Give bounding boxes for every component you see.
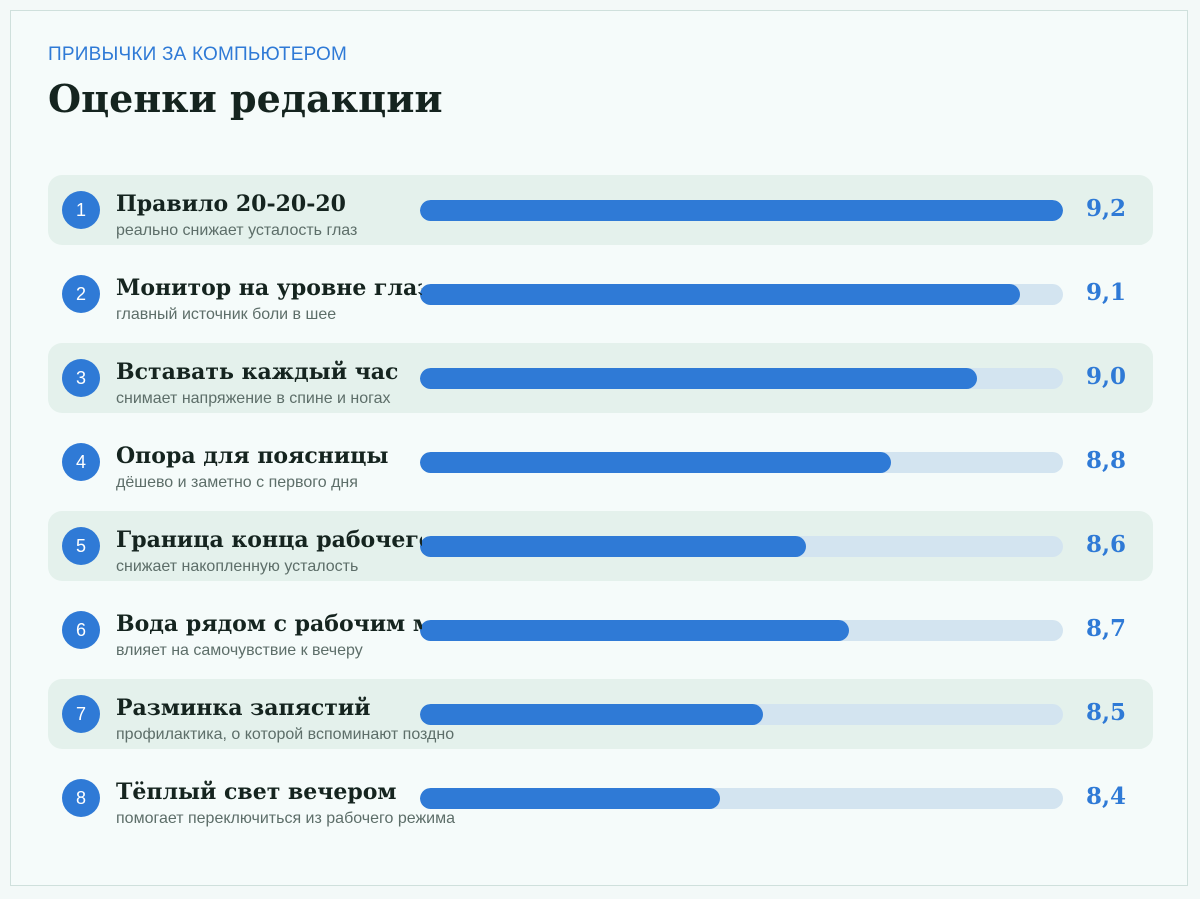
rank-badge: 5: [62, 527, 100, 565]
habit-description: профилактика, о которой вспоминают поздн…: [116, 726, 455, 743]
rank-badge: 7: [62, 695, 100, 733]
score-bar-track: [420, 536, 1063, 557]
habit-label: Тёплый свет вечером: [116, 779, 397, 805]
score-bar: [420, 368, 978, 389]
habit-description: помогает переключиться из рабочего режим…: [116, 810, 455, 827]
habit-label: Монитор на уровне глаз: [116, 275, 422, 301]
score-bar-track: [420, 200, 1063, 221]
rating-row: 1 Правило 20-20-20 реально снижает усталос…: [48, 175, 1153, 245]
page-title: Оценки редакции: [48, 76, 443, 121]
rank-badge: 8: [62, 779, 100, 817]
score-value: 9,2: [1086, 195, 1127, 222]
score-value: 9,0: [1086, 363, 1127, 390]
rank-badge: 4: [62, 443, 100, 481]
rank-badge: 2: [62, 275, 100, 313]
score-bar: [420, 788, 721, 809]
score-bar-track: [420, 788, 1063, 809]
habit-description: влияет на самочувствие к вечеру: [116, 642, 363, 659]
section-kicker: ПРИВЫЧКИ ЗА КОМПЬЮТЕРОМ: [48, 44, 348, 65]
rating-row: 8 Тёплый свет вечером помогает переключить…: [48, 763, 1153, 833]
ratings-list: 1 Правило 20-20-20 реально снижает усталос…: [48, 175, 1153, 847]
habit-description: главный источник боли в шее: [116, 306, 337, 323]
score-value: 8,7: [1086, 615, 1127, 642]
habit-label: Вставать каждый час: [116, 359, 399, 385]
rating-row: 2 Монитор на уровне глаз главный источник …: [48, 259, 1153, 329]
habit-label: Вода рядом с рабочим местом: [116, 611, 422, 637]
score-bar: [420, 284, 1020, 305]
rank-badge: 3: [62, 359, 100, 397]
score-bar: [420, 452, 892, 473]
habit-label: Граница конца рабочего дня: [116, 527, 422, 553]
score-bar: [420, 200, 1063, 221]
habit-description: снижает накопленную усталость: [116, 558, 359, 575]
score-bar-track: [420, 368, 1063, 389]
rating-row: 3 Вставать каждый час снимает напряжение в…: [48, 343, 1153, 413]
score-value: 8,4: [1086, 783, 1127, 810]
habit-description: дёшево и заметно с первого дня: [116, 474, 358, 491]
score-bar-track: [420, 620, 1063, 641]
habit-label: Разминка запястий: [116, 695, 371, 721]
score-bar-track: [420, 452, 1063, 473]
rating-row: 5 Граница конца рабочего дня снижает накоп…: [48, 511, 1153, 581]
rating-row: 4 Опора для поясницы дёшево и заметно с пе…: [48, 427, 1153, 497]
score-bar: [420, 536, 806, 557]
habit-description: снимает напряжение в спине и ногах: [116, 390, 391, 407]
rank-badge: 1: [62, 191, 100, 229]
score-value: 8,6: [1086, 531, 1127, 558]
rank-badge: 6: [62, 611, 100, 649]
score-bar: [420, 620, 849, 641]
rating-row: 6 Вода рядом с рабочим местом влияет на са…: [48, 595, 1153, 665]
score-value: 8,8: [1086, 447, 1127, 474]
score-bar-track: [420, 284, 1063, 305]
rating-row: 7 Разминка запястий профилактика, о которо…: [48, 679, 1153, 749]
score-bar-track: [420, 704, 1063, 725]
score-value: 8,5: [1086, 699, 1127, 726]
habit-label: Правило 20-20-20: [116, 191, 346, 217]
score-value: 9,1: [1086, 279, 1127, 306]
habit-description: реально снижает усталость глаз: [116, 222, 358, 239]
habit-label: Опора для поясницы: [116, 443, 389, 469]
score-bar: [420, 704, 763, 725]
